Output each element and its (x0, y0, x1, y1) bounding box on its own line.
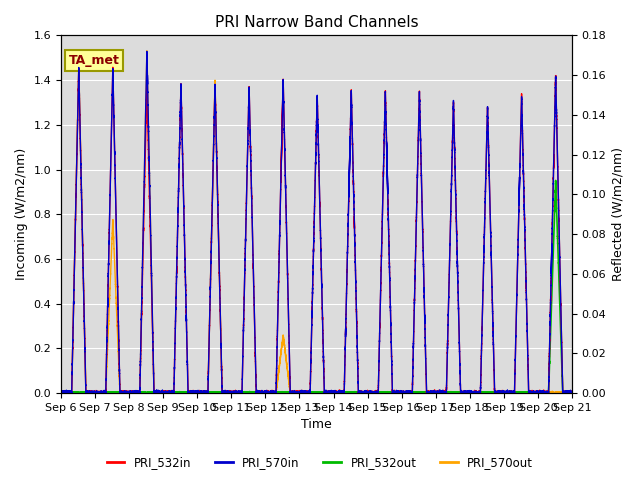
X-axis label: Time: Time (301, 419, 332, 432)
Title: PRI Narrow Band Channels: PRI Narrow Band Channels (214, 15, 419, 30)
Y-axis label: Reflected (W/m2/nm): Reflected (W/m2/nm) (612, 147, 625, 281)
Y-axis label: Incoming (W/m2/nm): Incoming (W/m2/nm) (15, 148, 28, 280)
Legend: PRI_532in, PRI_570in, PRI_532out, PRI_570out: PRI_532in, PRI_570in, PRI_532out, PRI_57… (102, 452, 538, 474)
Text: TA_met: TA_met (68, 54, 120, 67)
